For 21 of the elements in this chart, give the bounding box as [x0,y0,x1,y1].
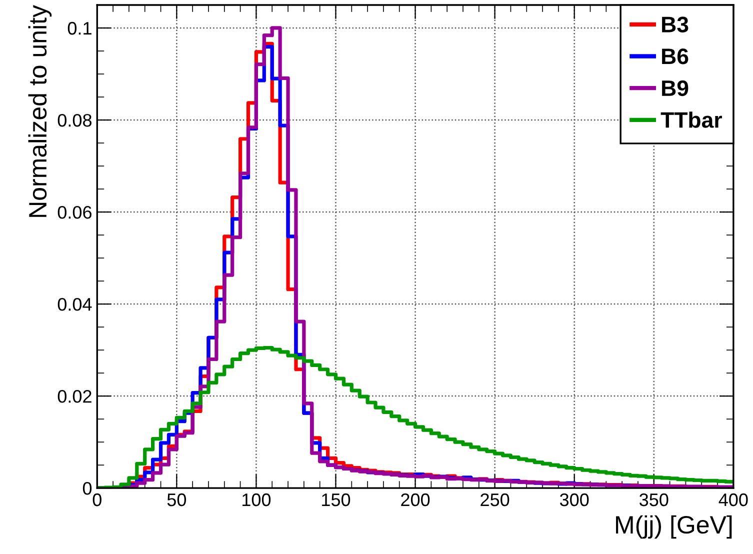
x-axis-title: M(jj) [GeV] [616,515,732,539]
y-tick-label: 0.04 [58,298,92,311]
y-tick-label: 0 [82,482,92,495]
legend-label: B9 [662,80,688,96]
y-tick-label: 0.1 [68,22,92,35]
x-tick-label: 100 [242,493,271,506]
y-axis-title: Normalized to unity [28,5,52,217]
x-tick-label: 0 [92,493,102,506]
y-tick-label: 0.08 [58,114,92,127]
y-tick-label: 0.02 [58,390,92,403]
legend-label: B3 [662,16,688,32]
x-tick-label: 400 [718,493,748,506]
x-tick-label: 300 [560,493,589,506]
x-tick-label: 350 [640,493,668,506]
x-tick-label: 50 [167,493,186,506]
x-tick-label: 250 [480,493,510,506]
legend-label: B6 [662,48,688,64]
x-tick-label: 200 [401,493,430,506]
y-tick-label: 0.06 [58,206,92,219]
x-tick-label: 150 [322,493,350,506]
legend-label: TTbar [660,112,722,128]
